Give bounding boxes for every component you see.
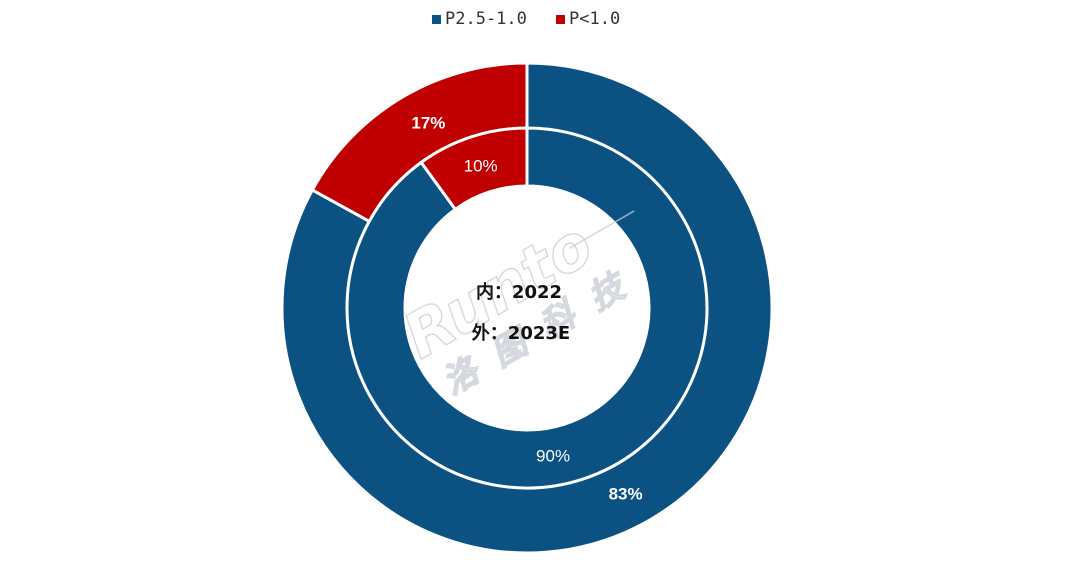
center-label-outer: 外：2023E xyxy=(472,322,570,344)
outer-data-label: 83% xyxy=(609,484,643,503)
center-label-inner: 内：2022 xyxy=(476,281,562,303)
inner-data-label: 10% xyxy=(464,156,498,175)
outer-data-label: 17% xyxy=(411,114,445,133)
inner-slice xyxy=(345,126,709,490)
watermark-swoosh xyxy=(568,210,635,250)
center-labels: 内：2022 外：2023E xyxy=(472,281,570,344)
inner-slice xyxy=(419,126,529,212)
legend-swatch xyxy=(432,15,441,24)
legend-label: P<1.0 xyxy=(569,9,620,29)
legend-label: P2.5-1.0 xyxy=(445,9,527,29)
legend: P2.5-1.0 P<1.0 xyxy=(432,9,620,29)
inner-ring-2022 xyxy=(345,126,709,490)
inner-data-label: 90% xyxy=(536,447,570,466)
legend-swatch xyxy=(556,15,565,24)
data-labels: 83% 17% 90% 10% xyxy=(411,114,642,504)
